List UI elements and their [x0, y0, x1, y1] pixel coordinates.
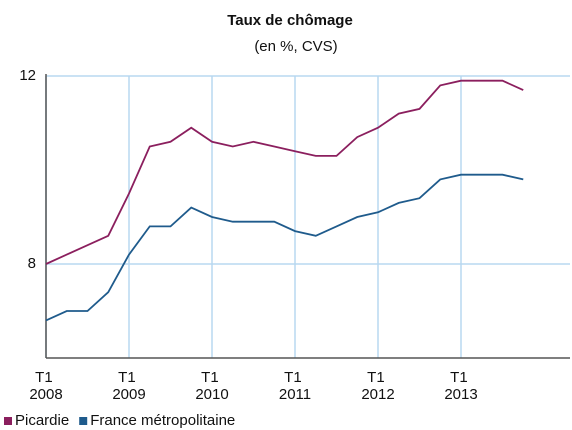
x-tick-label: T1 2013 [444, 369, 477, 403]
legend-label: France métropolitaine [90, 412, 235, 429]
x-tick-label: T1 2009 [112, 369, 145, 403]
x-tick-label: T1 2012 [361, 369, 394, 403]
line-series [45, 79, 524, 265]
y-tick-label: 12 [19, 67, 36, 84]
line-series [45, 173, 524, 322]
chart-title: Taux de chômage [227, 12, 353, 29]
x-tick-label: T1 2011 [279, 369, 311, 403]
y-tick-label: 8 [28, 255, 36, 272]
x-tick-label: T1 2010 [195, 369, 228, 403]
x-tick-label: T1 2008 [29, 369, 62, 403]
legend-label: Picardie [15, 412, 69, 429]
chart-subtitle: (en %, CVS) [254, 38, 337, 55]
legend-swatch [4, 417, 12, 425]
legend-swatch [79, 417, 88, 425]
